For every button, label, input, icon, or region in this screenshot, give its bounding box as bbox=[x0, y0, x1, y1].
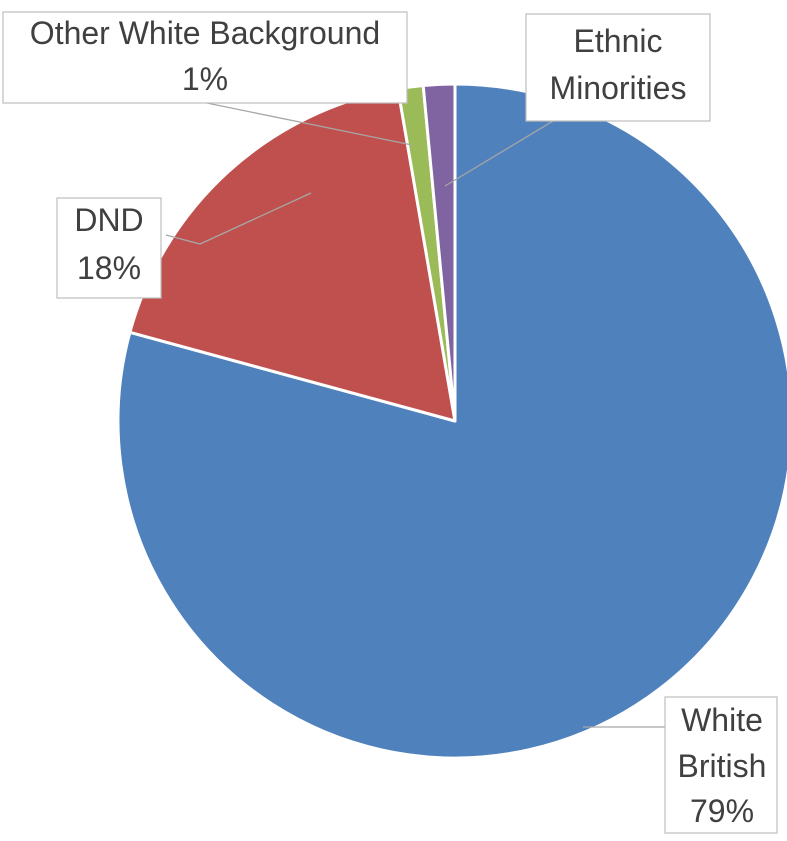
pie-slice-ethnic-minorities bbox=[421, 82, 457, 423]
data-label-ethnic-minorities-line-2: Minorities bbox=[550, 70, 687, 106]
data-label-white-british-line-2: British bbox=[678, 748, 767, 784]
pie-slices bbox=[116, 82, 787, 760]
leader-line-dnd bbox=[165, 192, 312, 245]
data-label-white-british-line-1: White bbox=[681, 702, 763, 738]
data-label-box-other-white-background bbox=[2, 11, 408, 104]
data-label-dnd-line-2: 18% bbox=[77, 250, 141, 286]
leader-line-other-white-background bbox=[196, 100, 413, 146]
data-labels: White British 79% DND 18% Other White Backgro… bbox=[2, 11, 778, 834]
data-label-dnd-line-1: DND bbox=[74, 202, 143, 238]
data-label-ethnic-minorities-line-1: Ethnic bbox=[574, 23, 663, 59]
data-label-other-white-background-line-1: Other White Background bbox=[30, 15, 380, 51]
data-label-white-british-line-3: 79% bbox=[690, 793, 754, 829]
data-label-other-white-background-line-2: 1% bbox=[182, 61, 228, 97]
data-label-box-ethnic-minorities bbox=[525, 13, 711, 122]
data-label-box-dnd bbox=[56, 197, 162, 299]
leader-line-ethnic-minorities bbox=[444, 120, 554, 187]
data-label-box-white-british bbox=[664, 696, 778, 834]
leader-lines bbox=[165, 100, 665, 728]
